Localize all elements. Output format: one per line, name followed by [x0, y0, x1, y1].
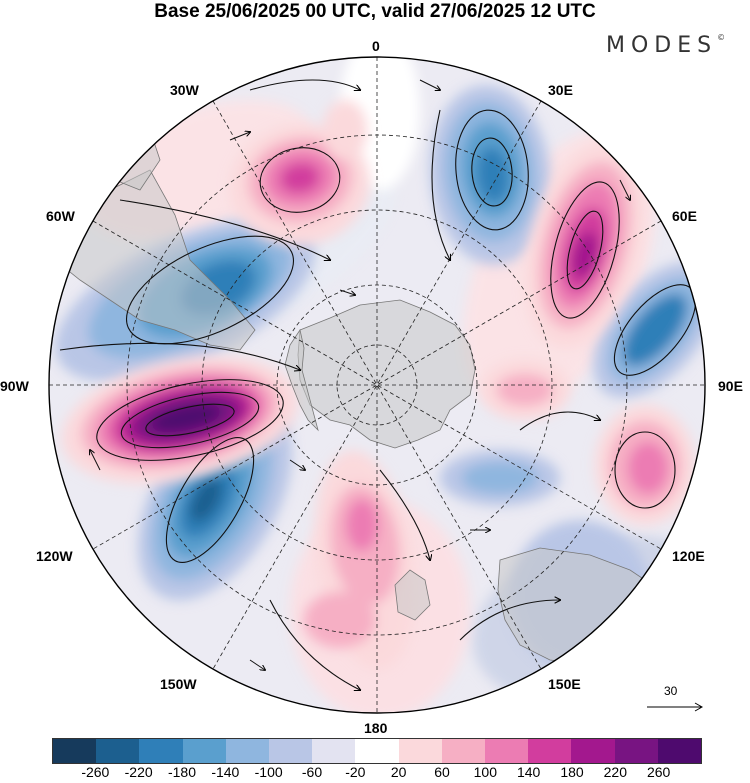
colorbar-tick-label: 60	[434, 764, 450, 780]
lon-label-0: 0	[372, 38, 380, 54]
streamlines	[59, 79, 697, 690]
brand-name: MODES	[606, 33, 718, 58]
colorbar-tick-label: -100	[254, 764, 283, 780]
lon-label-30e: 30E	[548, 82, 573, 98]
colorbar-cell	[614, 739, 658, 763]
lon-label-90e: 90E	[718, 378, 743, 394]
colorbar-cell	[528, 739, 572, 763]
colorbar	[52, 738, 702, 764]
colorbar-cell	[571, 739, 615, 763]
colorbar-tick-label: -180	[167, 764, 197, 780]
brand-logo: MODES©	[606, 33, 725, 58]
graticule	[49, 57, 705, 713]
reference-vector-arrow	[647, 702, 704, 712]
lon-label-150e: 150E	[548, 676, 581, 692]
colorbar-tick-label: -20	[345, 764, 366, 780]
colorbar-cell	[269, 739, 313, 763]
colorbar-tick-label: 220	[603, 764, 628, 780]
colorbar-cell	[441, 739, 486, 763]
lon-label-60e: 60E	[672, 208, 697, 224]
colorbar-tick-label: 260	[646, 764, 671, 780]
colorbar-cell	[53, 739, 97, 763]
map-title: Base 25/06/2025 00 UTC, valid 27/06/2025…	[154, 1, 596, 22]
lon-label-90w: 90W	[0, 378, 29, 394]
colorbar-tick-label: 20	[390, 764, 407, 780]
colorbar-cell	[225, 739, 270, 763]
colorbar-cell	[312, 739, 356, 763]
colorbar-tick-label: 140	[516, 764, 541, 780]
colorbar-cell	[398, 739, 442, 763]
colorbar-cell	[485, 739, 529, 763]
colorbar-tick-label: -220	[124, 764, 153, 780]
colorbar-tick-label: -260	[81, 764, 110, 780]
colorbar-tick-label: 180	[560, 764, 584, 780]
colorbar-cell	[355, 739, 399, 763]
lon-label-120w: 120W	[36, 548, 73, 564]
colorbar-tick-label: -60	[301, 764, 323, 780]
shaded-field	[49, 57, 705, 713]
lon-label-150w: 150W	[160, 676, 197, 692]
colorbar-cell	[139, 739, 183, 763]
colorbar-tick-label: 100	[473, 764, 498, 780]
lon-label-120e: 120E	[672, 548, 705, 564]
reference-vector-label: 30	[664, 684, 678, 698]
lon-label-60w: 60W	[46, 208, 75, 224]
lon-label-180: 180	[364, 720, 388, 736]
colorbar-tick-label: -140	[211, 764, 240, 780]
polar-map	[48, 56, 706, 714]
map-boundary	[48, 56, 706, 714]
colorbar-cell	[182, 739, 226, 763]
copyright-mark: ©	[717, 32, 726, 42]
lon-label-30w: 30W	[170, 82, 199, 98]
colorbar-cell	[96, 739, 140, 763]
colorbar-cell	[657, 739, 702, 763]
